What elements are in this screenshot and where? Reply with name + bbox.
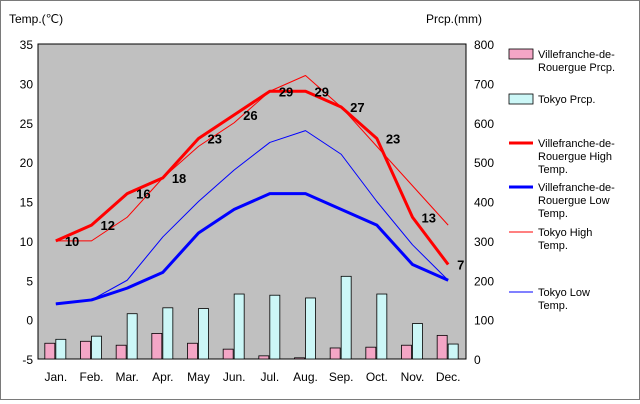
bar-villefranche-prcp-10 <box>365 346 377 360</box>
bar-villefranche-prcp-3 <box>115 344 127 360</box>
legend-tokyo-low-temp-label: Tokyo Low Temp. <box>538 287 590 312</box>
bar-villefranche-prcp-8 <box>294 357 305 360</box>
high-temp-label-9: 27 <box>350 100 364 115</box>
high-temp-label-4: 18 <box>172 171 186 186</box>
high-temp-label-8: 29 <box>315 84 329 99</box>
right-tick-label: 500 <box>474 156 494 170</box>
bar-tokyo-prcp-3 <box>126 313 138 360</box>
high-temp-label-6: 26 <box>243 108 257 123</box>
bar-villefranche-prcp-9 <box>329 347 341 360</box>
bar-villefranche-prcp-4 <box>151 333 163 360</box>
bar-villefranche-prcp-7 <box>258 355 270 360</box>
high-temp-label-7: 29 <box>279 84 293 99</box>
bar-tokyo-prcp-7 <box>269 294 281 360</box>
high-temp-label-10: 23 <box>386 132 400 147</box>
x-tick-label: Jan. <box>44 370 67 384</box>
bar-tokyo-prcp-8 <box>305 297 316 360</box>
bar-tokyo-prcp-11 <box>412 323 423 360</box>
bar-tokyo-prcp-9 <box>340 275 352 360</box>
left-tick-label: 25 <box>20 117 34 131</box>
bar-tokyo-prcp-12 <box>447 343 459 360</box>
right-axis-title: Prcp.(mm) <box>426 12 482 26</box>
right-tick-label: 600 <box>474 117 494 131</box>
x-tick-label: May <box>187 370 210 384</box>
left-tick-label: 0 <box>26 314 33 328</box>
legend-tokyo-prcp-swatch <box>508 93 534 105</box>
bar-villefranche-prcp-2 <box>80 340 91 360</box>
line-villefranche-de-rouergue-low-temp <box>55 192 449 306</box>
legend-villefranche-de-rouergue-high-temp-label: Villefranche-de-Rouergue High Temp. <box>538 138 615 176</box>
legend: Villefranche-de-Rouergue Prcp. Tokyo Prcp… <box>508 48 615 312</box>
high-temp-label-3: 16 <box>136 187 150 202</box>
x-tick-label: Aug. <box>293 370 318 384</box>
high-temp-label-12: 7 <box>457 258 464 273</box>
legend-tokyo-prcp-label: Tokyo Prcp. <box>538 94 595 106</box>
left-tick-label: 10 <box>20 235 34 249</box>
x-tick-label: Apr. <box>152 370 173 384</box>
left-tick-label: 35 <box>20 38 34 52</box>
right-tick-label: 200 <box>474 274 494 288</box>
right-tick-label: 0 <box>474 353 481 367</box>
left-tick-label: 15 <box>20 196 34 210</box>
left-tick-label: -5 <box>22 353 33 367</box>
right-tick-label: 800 <box>474 38 494 52</box>
bar-tokyo-prcp-1 <box>55 338 67 360</box>
high-temp-label-2: 12 <box>101 218 115 233</box>
bar-tokyo-prcp-5 <box>198 308 209 360</box>
left-axis-title: Temp.(℃) <box>9 12 63 26</box>
high-temp-label-11: 13 <box>422 210 436 225</box>
bar-tokyo-prcp-2 <box>91 335 102 360</box>
bar-villefranche-prcp-6 <box>222 348 234 360</box>
x-tick-label: Mar. <box>115 370 138 384</box>
legend-villefranche-de-rouergue-low-temp-label: Villefranche-de-Rouergue Low Temp. <box>538 182 615 220</box>
x-tick-label: Oct. <box>366 370 388 384</box>
x-tick-label: Jun. <box>223 370 246 384</box>
left-tick-label: 20 <box>20 156 34 170</box>
bar-tokyo-prcp-10 <box>376 293 388 360</box>
x-tick-label: Sep. <box>329 370 354 384</box>
right-tick-label: 700 <box>474 77 494 91</box>
high-temp-label-1: 10 <box>65 234 79 249</box>
legend-villefranche-de-rouergue-prcp-swatch <box>508 48 534 60</box>
left-tick-label: 5 <box>26 274 33 288</box>
bar-tokyo-prcp-4 <box>162 307 174 360</box>
right-tick-label: 300 <box>474 235 494 249</box>
right-tick-label: 400 <box>474 196 494 210</box>
x-tick-label: Nov. <box>401 370 425 384</box>
bar-villefranche-prcp-5 <box>187 342 198 360</box>
legend-villefranche-de-rouergue-prcp-label: Villefranche-de-Rouergue Prcp. <box>538 49 615 74</box>
bar-villefranche-prcp-1 <box>44 342 56 360</box>
right-tick-label: 100 <box>474 314 494 328</box>
x-tick-label: Jul. <box>260 370 279 384</box>
left-tick-label: 30 <box>20 77 34 91</box>
x-tick-label: Dec. <box>436 370 461 384</box>
bar-villefranche-prcp-11 <box>401 344 412 360</box>
line-villefranche-de-rouergue-high-temp <box>55 89 450 266</box>
legend-tokyo-high-temp-label: Tokyo High Temp. <box>538 227 592 252</box>
x-tick-label: Feb. <box>79 370 103 384</box>
bar-villefranche-prcp-12 <box>436 334 448 360</box>
bar-tokyo-prcp-6 <box>233 293 245 360</box>
high-temp-label-5: 23 <box>208 132 222 147</box>
line-tokyo-low-temp <box>55 130 449 305</box>
